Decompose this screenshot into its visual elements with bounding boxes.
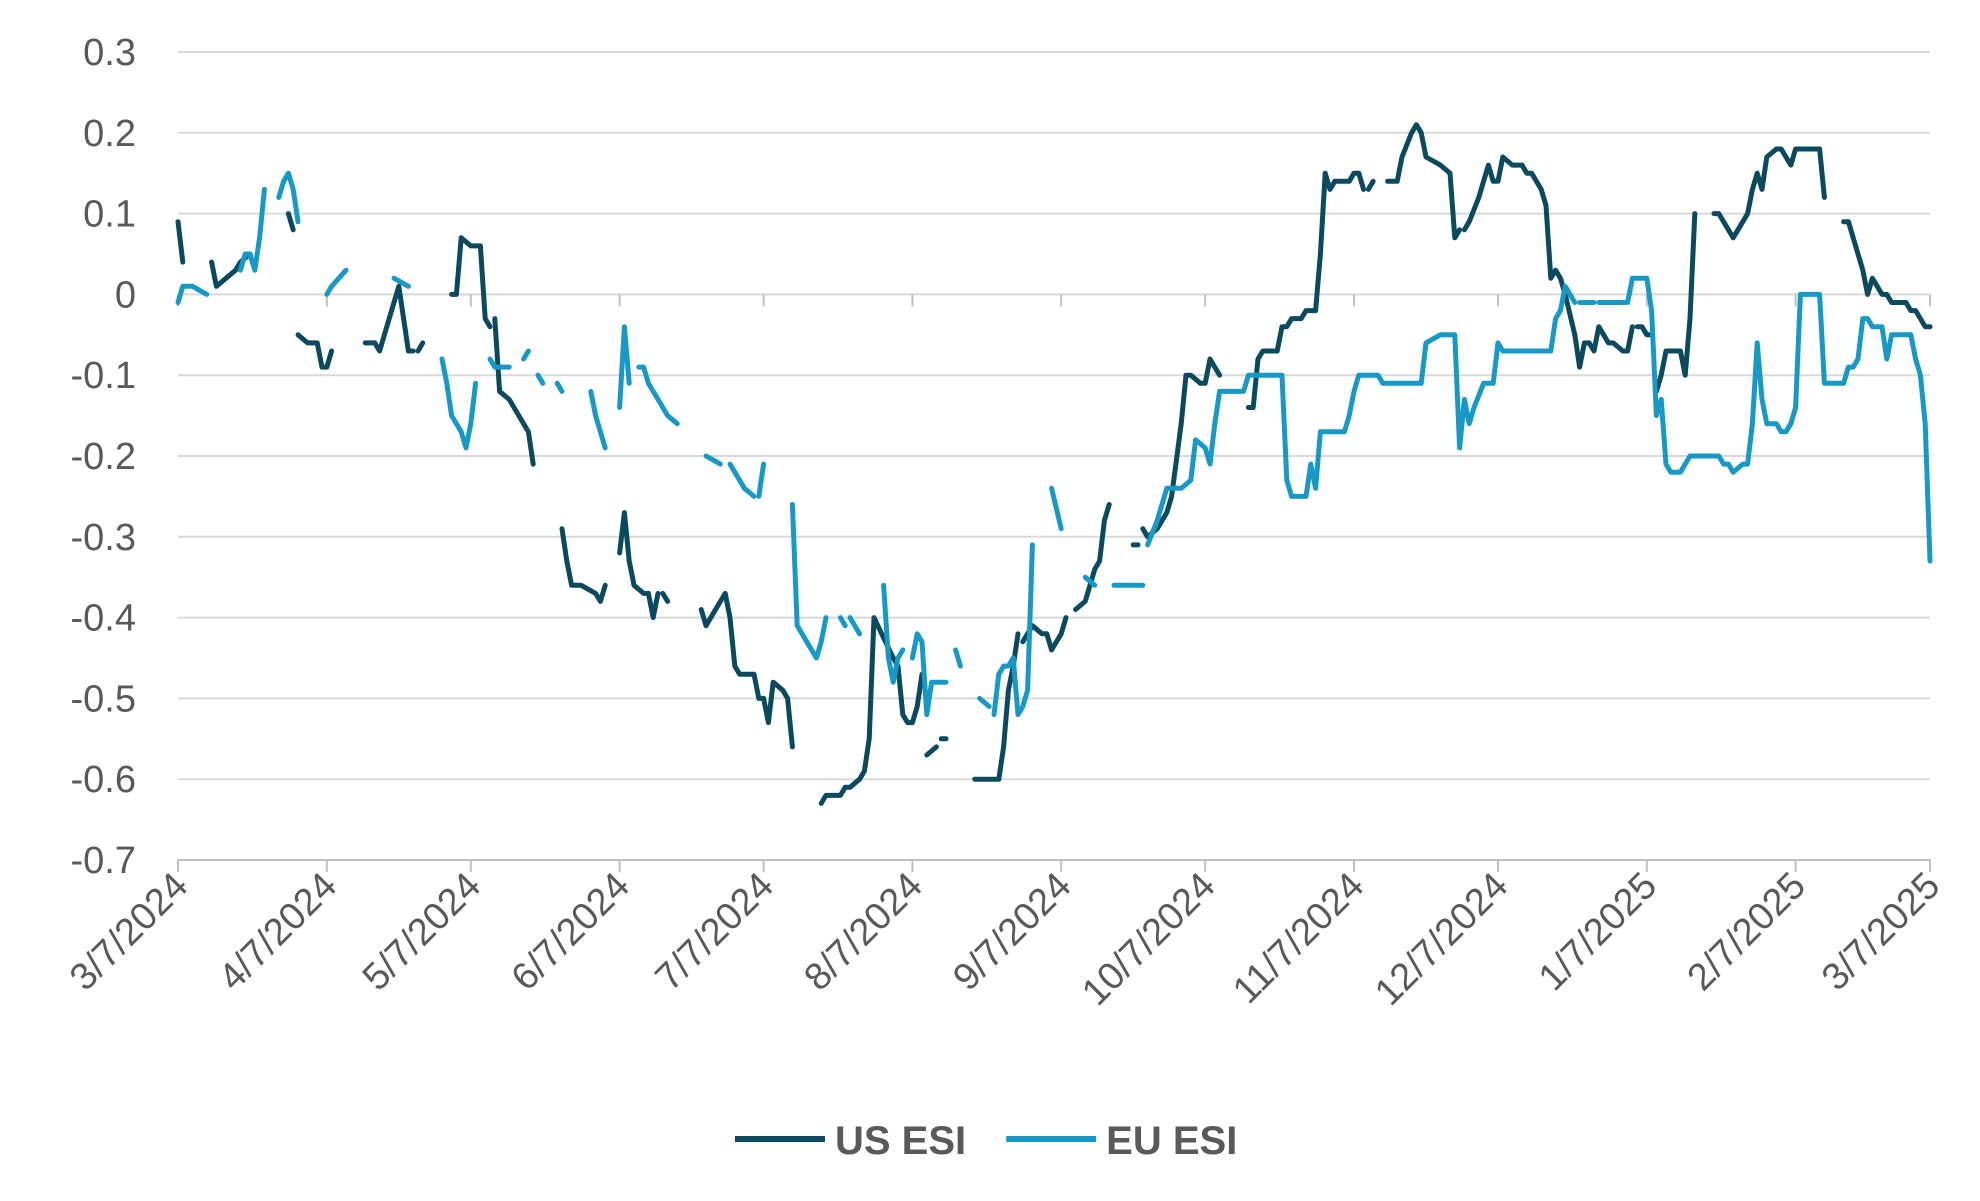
x-tick-label: 2/7/2025 [1680,865,1814,999]
series-line-segment [617,510,661,621]
series-line-segment [535,372,546,386]
series-line-segment [727,461,757,499]
y-tick-label: -0.3 [71,517,136,559]
legend: US ESI EU ESI [735,1119,1237,1163]
series-line-segment [698,590,795,750]
series-line-segment [1634,324,1655,338]
series-line-segment [1841,219,1933,330]
series-line-segment [1140,356,1223,540]
series-line-segment [295,332,335,370]
series-line-segment [175,219,186,265]
legend-item: US ESI [735,1119,966,1163]
series-line-segment [285,211,296,233]
series-line-segment [588,388,608,451]
series-line-segment [391,275,411,289]
legend-item: EU ESI [1006,1119,1237,1163]
y-tick-label: -0.6 [71,759,136,801]
legend-label: US ESI [835,1119,966,1163]
series-line-segment [492,316,536,467]
x-tick-label: 12/7/2024 [1367,865,1516,1014]
series-line-segment [1082,574,1098,588]
series-line-segment [660,590,671,604]
legend-label: EU ESI [1106,1119,1237,1163]
series-line-segment [324,267,349,297]
series-line-segment [837,615,848,629]
series-eu-esi [175,170,1933,718]
x-tick-label: 5/7/2024 [355,865,489,999]
series-line-segment [924,744,939,758]
y-tick-label: -0.2 [71,436,136,478]
series-line-segment [991,542,1035,718]
series-line-segment [237,186,267,273]
series-line-segment [1596,275,1933,564]
series-line-segment [977,695,992,709]
series-line-segment [1020,615,1069,653]
y-tick-label: 0.2 [83,113,136,155]
y-tick-label: 0.3 [83,32,136,74]
series-line-segment [521,348,531,362]
series-line-segment [276,170,301,225]
series-line-segment [1145,283,1578,548]
series-us-esi [175,122,1933,806]
series-lines [175,122,1933,806]
x-tick-label: 1/7/2025 [1531,865,1665,999]
series-line-segment [1365,178,1376,192]
x-tick-label: 6/7/2024 [504,865,638,999]
series-line-segment [1245,170,1367,410]
x-tick-label: 8/7/2024 [796,865,930,999]
x-tick-label: 9/7/2024 [945,865,1079,999]
series-line-segment [1711,146,1827,241]
series-line-segment [1461,154,1635,370]
x-tick-label: 10/7/2024 [1074,865,1223,1014]
series-line-segment [756,461,767,499]
series-line-segment [487,356,512,370]
y-axis: 0.3 0.2 0.1 0 -0.1 -0.2 -0.3 -0.4 -0.5 -0.6 -0.7 [71,32,136,882]
series-line-segment [175,283,210,305]
series-line-segment [362,283,416,354]
y-tick-label: -0.5 [71,678,136,720]
series-line-segment [1073,502,1112,612]
series-line-segment [909,631,949,718]
series-line-segment [789,502,829,661]
series-line-segment [415,340,426,354]
y-tick-label: -0.7 [71,840,136,882]
x-tick-label: 3/7/2024 [62,865,196,999]
series-line-segment [953,647,963,669]
series-line-segment [636,364,680,427]
series-line-segment [559,526,608,604]
series-line-segment [847,615,863,637]
y-tick-label: -0.1 [71,355,136,397]
y-tick-label: -0.4 [71,598,136,640]
x-tick-label: 4/7/2024 [211,865,345,999]
x-tick-label: 7/7/2024 [648,865,782,999]
series-line-segment [439,356,479,451]
series-line-segment [1049,485,1064,532]
series-line-segment [881,582,906,685]
series-line-segment [554,380,565,394]
x-tick-label: 11/7/2024 [1225,865,1372,1012]
series-line-segment [1385,122,1463,241]
series-line-segment [1653,211,1698,394]
y-tick-label: 0.1 [83,194,136,236]
x-axis: 3/7/2024 4/7/2024 5/7/2024 6/7/2024 7/7/2024… [62,294,1948,1014]
series-line-segment [818,615,925,806]
x-tick-label: 3/7/2025 [1814,865,1948,999]
y-tick-label: 0 [115,274,136,316]
series-line-segment [449,235,493,330]
series-line-segment [703,453,723,467]
series-line-segment [617,324,632,410]
